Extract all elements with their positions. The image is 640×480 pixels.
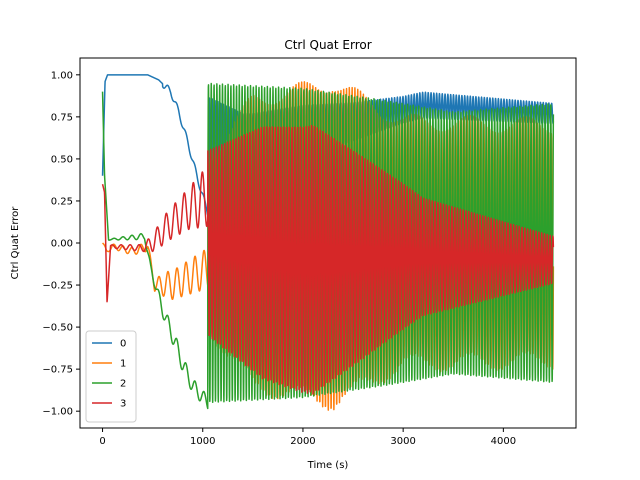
y-tick-label: 0.25 (51, 196, 73, 207)
legend-label: 2 (120, 379, 126, 390)
plot-lines (101, 74, 555, 411)
x-tick-label: 3000 (390, 436, 415, 447)
y-ticks: −1.00 −0.75 −0.50 −0.25 0.00 0.25 0.50 0.75 1.00 (42, 70, 80, 418)
x-tick-label: 4000 (491, 436, 516, 447)
x-ticks: 0 1000 2000 3000 4000 (99, 428, 516, 447)
x-tick-label: 1000 (190, 436, 215, 447)
legend-box (85, 330, 137, 423)
series-line-0 (101, 74, 555, 217)
y-axis-label: Ctrl Quat Error (10, 206, 21, 280)
y-tick-label: 0.50 (51, 154, 73, 165)
y-tick-label: −0.75 (42, 365, 73, 376)
legend-label: 3 (120, 399, 126, 410)
y-tick-label: −0.50 (42, 323, 73, 334)
legend-label: 0 (120, 339, 126, 350)
legend: 0 1 2 3 (85, 330, 137, 423)
y-tick-label: −0.25 (42, 281, 73, 292)
legend-label: 1 (120, 359, 126, 370)
y-tick-label: −1.00 (42, 407, 73, 418)
x-axis-label: Time (s) (307, 460, 349, 471)
y-tick-label: 1.00 (51, 70, 73, 81)
x-tick-label: 0 (99, 436, 105, 447)
series-line-3 (101, 124, 555, 395)
chart-title: Ctrl Quat Error (284, 38, 371, 52)
y-tick-label: 0.00 (51, 239, 73, 250)
x-tick-label: 2000 (290, 436, 315, 447)
y-tick-label: 0.75 (51, 112, 73, 123)
